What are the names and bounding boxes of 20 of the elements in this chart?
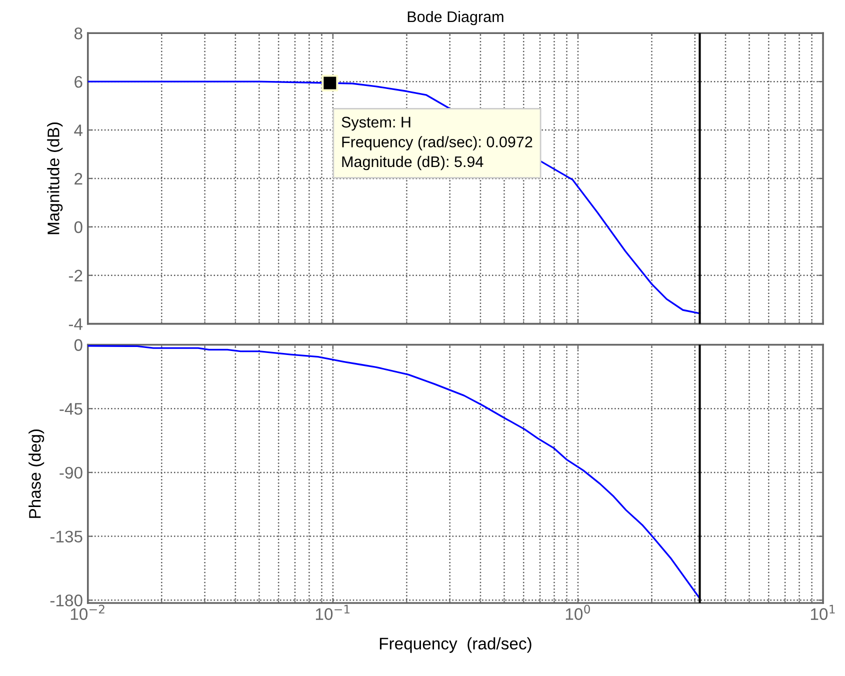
- x-tick-label: 10$^{−1}$: [316, 604, 350, 620]
- y-tick-label: -2: [68, 270, 82, 282]
- chart-title: Bode Diagram: [408, 10, 504, 26]
- x-tick-label: 10$^{0}$: [566, 604, 590, 620]
- y-tick-label: -4: [68, 318, 83, 330]
- y-tick-label: -180: [50, 594, 82, 606]
- annotation: System: H Frequency (rad/sec): 0.0972 Magnitude (dB): 5.94: [342, 116, 532, 170]
- y-tick-label: 8: [74, 28, 82, 40]
- y-tick-label: 6: [74, 76, 82, 88]
- x-tick-label: 10$^{1}$: [810, 604, 835, 620]
- y-tick-label: -45: [60, 403, 82, 415]
- y-axis-title: Magnitude (dB): [47, 122, 63, 234]
- y-tick-label: 2: [74, 172, 82, 185]
- y-tick-label: 4: [74, 124, 83, 136]
- y-tick-label: -90: [60, 466, 82, 479]
- x-axis-title: Frequency (rad/sec): [380, 637, 532, 653]
- y-axis-title: Phase (deg): [28, 430, 44, 518]
- y-tick-label: 0: [74, 339, 82, 351]
- y-tick-label: 0: [74, 221, 82, 234]
- y-tick-label: -135: [50, 530, 82, 543]
